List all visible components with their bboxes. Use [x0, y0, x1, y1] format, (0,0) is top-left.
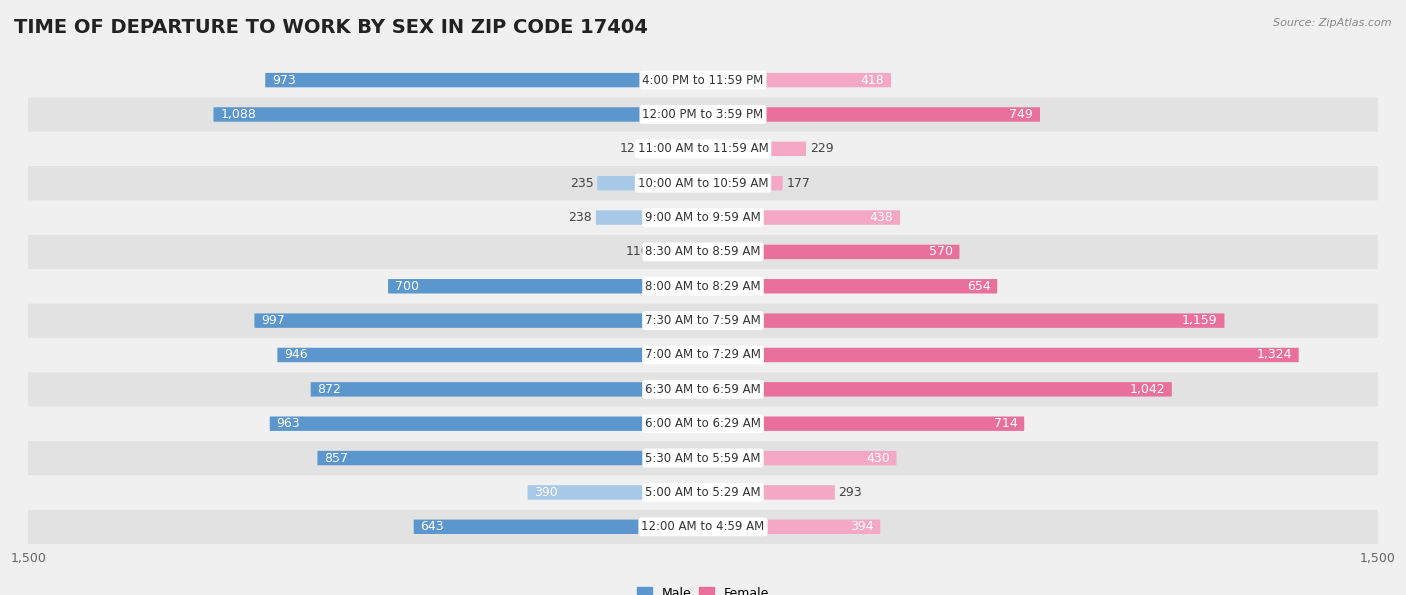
Text: 177: 177 [786, 177, 810, 190]
FancyBboxPatch shape [311, 382, 703, 396]
Text: 1,324: 1,324 [1257, 349, 1292, 362]
Text: 10:00 AM to 10:59 AM: 10:00 AM to 10:59 AM [638, 177, 768, 190]
Text: 12:00 PM to 3:59 PM: 12:00 PM to 3:59 PM [643, 108, 763, 121]
Text: 6:00 AM to 6:29 AM: 6:00 AM to 6:29 AM [645, 417, 761, 430]
Text: 229: 229 [810, 142, 834, 155]
Text: 714: 714 [994, 417, 1018, 430]
FancyBboxPatch shape [277, 347, 703, 362]
Text: 12:00 AM to 4:59 AM: 12:00 AM to 4:59 AM [641, 520, 765, 533]
Text: 293: 293 [838, 486, 862, 499]
Text: 654: 654 [967, 280, 990, 293]
FancyBboxPatch shape [214, 107, 703, 122]
FancyBboxPatch shape [703, 416, 1024, 431]
FancyBboxPatch shape [318, 451, 703, 465]
FancyBboxPatch shape [28, 303, 1378, 338]
FancyBboxPatch shape [28, 98, 1378, 131]
FancyBboxPatch shape [703, 211, 900, 225]
FancyBboxPatch shape [28, 338, 1378, 372]
FancyBboxPatch shape [388, 279, 703, 293]
Text: 8:00 AM to 8:29 AM: 8:00 AM to 8:29 AM [645, 280, 761, 293]
FancyBboxPatch shape [254, 314, 703, 328]
Text: 973: 973 [271, 74, 295, 87]
Text: 110: 110 [626, 245, 650, 258]
Text: 11:00 AM to 11:59 AM: 11:00 AM to 11:59 AM [638, 142, 768, 155]
FancyBboxPatch shape [703, 107, 1040, 122]
Text: 700: 700 [395, 280, 419, 293]
Text: 6:30 AM to 6:59 AM: 6:30 AM to 6:59 AM [645, 383, 761, 396]
Text: 235: 235 [569, 177, 593, 190]
Text: 1,042: 1,042 [1129, 383, 1166, 396]
FancyBboxPatch shape [28, 441, 1378, 475]
Text: 4:00 PM to 11:59 PM: 4:00 PM to 11:59 PM [643, 74, 763, 87]
FancyBboxPatch shape [703, 73, 891, 87]
Text: 5:30 AM to 5:59 AM: 5:30 AM to 5:59 AM [645, 452, 761, 465]
Text: 438: 438 [869, 211, 893, 224]
FancyBboxPatch shape [28, 475, 1378, 509]
Text: Source: ZipAtlas.com: Source: ZipAtlas.com [1274, 18, 1392, 28]
Text: 857: 857 [325, 452, 349, 465]
FancyBboxPatch shape [703, 347, 1299, 362]
FancyBboxPatch shape [654, 245, 703, 259]
FancyBboxPatch shape [703, 382, 1171, 396]
Text: 394: 394 [849, 520, 873, 533]
FancyBboxPatch shape [596, 211, 703, 225]
FancyBboxPatch shape [28, 63, 1378, 98]
FancyBboxPatch shape [28, 201, 1378, 235]
FancyBboxPatch shape [703, 451, 897, 465]
FancyBboxPatch shape [413, 519, 703, 534]
FancyBboxPatch shape [270, 416, 703, 431]
FancyBboxPatch shape [703, 314, 1225, 328]
Text: 418: 418 [860, 74, 884, 87]
Text: 430: 430 [866, 452, 890, 465]
Text: 390: 390 [534, 486, 558, 499]
FancyBboxPatch shape [598, 176, 703, 190]
FancyBboxPatch shape [28, 406, 1378, 441]
FancyBboxPatch shape [28, 509, 1378, 544]
Text: 997: 997 [262, 314, 285, 327]
Text: TIME OF DEPARTURE TO WORK BY SEX IN ZIP CODE 17404: TIME OF DEPARTURE TO WORK BY SEX IN ZIP … [14, 18, 648, 37]
FancyBboxPatch shape [703, 485, 835, 500]
Text: 124: 124 [620, 142, 644, 155]
Text: 8:30 AM to 8:59 AM: 8:30 AM to 8:59 AM [645, 245, 761, 258]
Legend: Male, Female: Male, Female [637, 587, 769, 595]
FancyBboxPatch shape [703, 279, 997, 293]
FancyBboxPatch shape [527, 485, 703, 500]
Text: 238: 238 [568, 211, 592, 224]
Text: 5:00 AM to 5:29 AM: 5:00 AM to 5:29 AM [645, 486, 761, 499]
Text: 872: 872 [318, 383, 342, 396]
FancyBboxPatch shape [703, 519, 880, 534]
FancyBboxPatch shape [647, 142, 703, 156]
Text: 946: 946 [284, 349, 308, 362]
Text: 1,088: 1,088 [221, 108, 256, 121]
FancyBboxPatch shape [266, 73, 703, 87]
Text: 9:00 AM to 9:59 AM: 9:00 AM to 9:59 AM [645, 211, 761, 224]
Text: 963: 963 [277, 417, 299, 430]
Text: 7:00 AM to 7:29 AM: 7:00 AM to 7:29 AM [645, 349, 761, 362]
Text: 570: 570 [929, 245, 953, 258]
FancyBboxPatch shape [28, 372, 1378, 406]
Text: 7:30 AM to 7:59 AM: 7:30 AM to 7:59 AM [645, 314, 761, 327]
FancyBboxPatch shape [28, 166, 1378, 201]
FancyBboxPatch shape [28, 235, 1378, 269]
FancyBboxPatch shape [28, 269, 1378, 303]
FancyBboxPatch shape [703, 142, 806, 156]
Text: 1,159: 1,159 [1182, 314, 1218, 327]
Text: 749: 749 [1010, 108, 1033, 121]
FancyBboxPatch shape [28, 131, 1378, 166]
FancyBboxPatch shape [703, 245, 959, 259]
Text: 643: 643 [420, 520, 444, 533]
FancyBboxPatch shape [703, 176, 783, 190]
